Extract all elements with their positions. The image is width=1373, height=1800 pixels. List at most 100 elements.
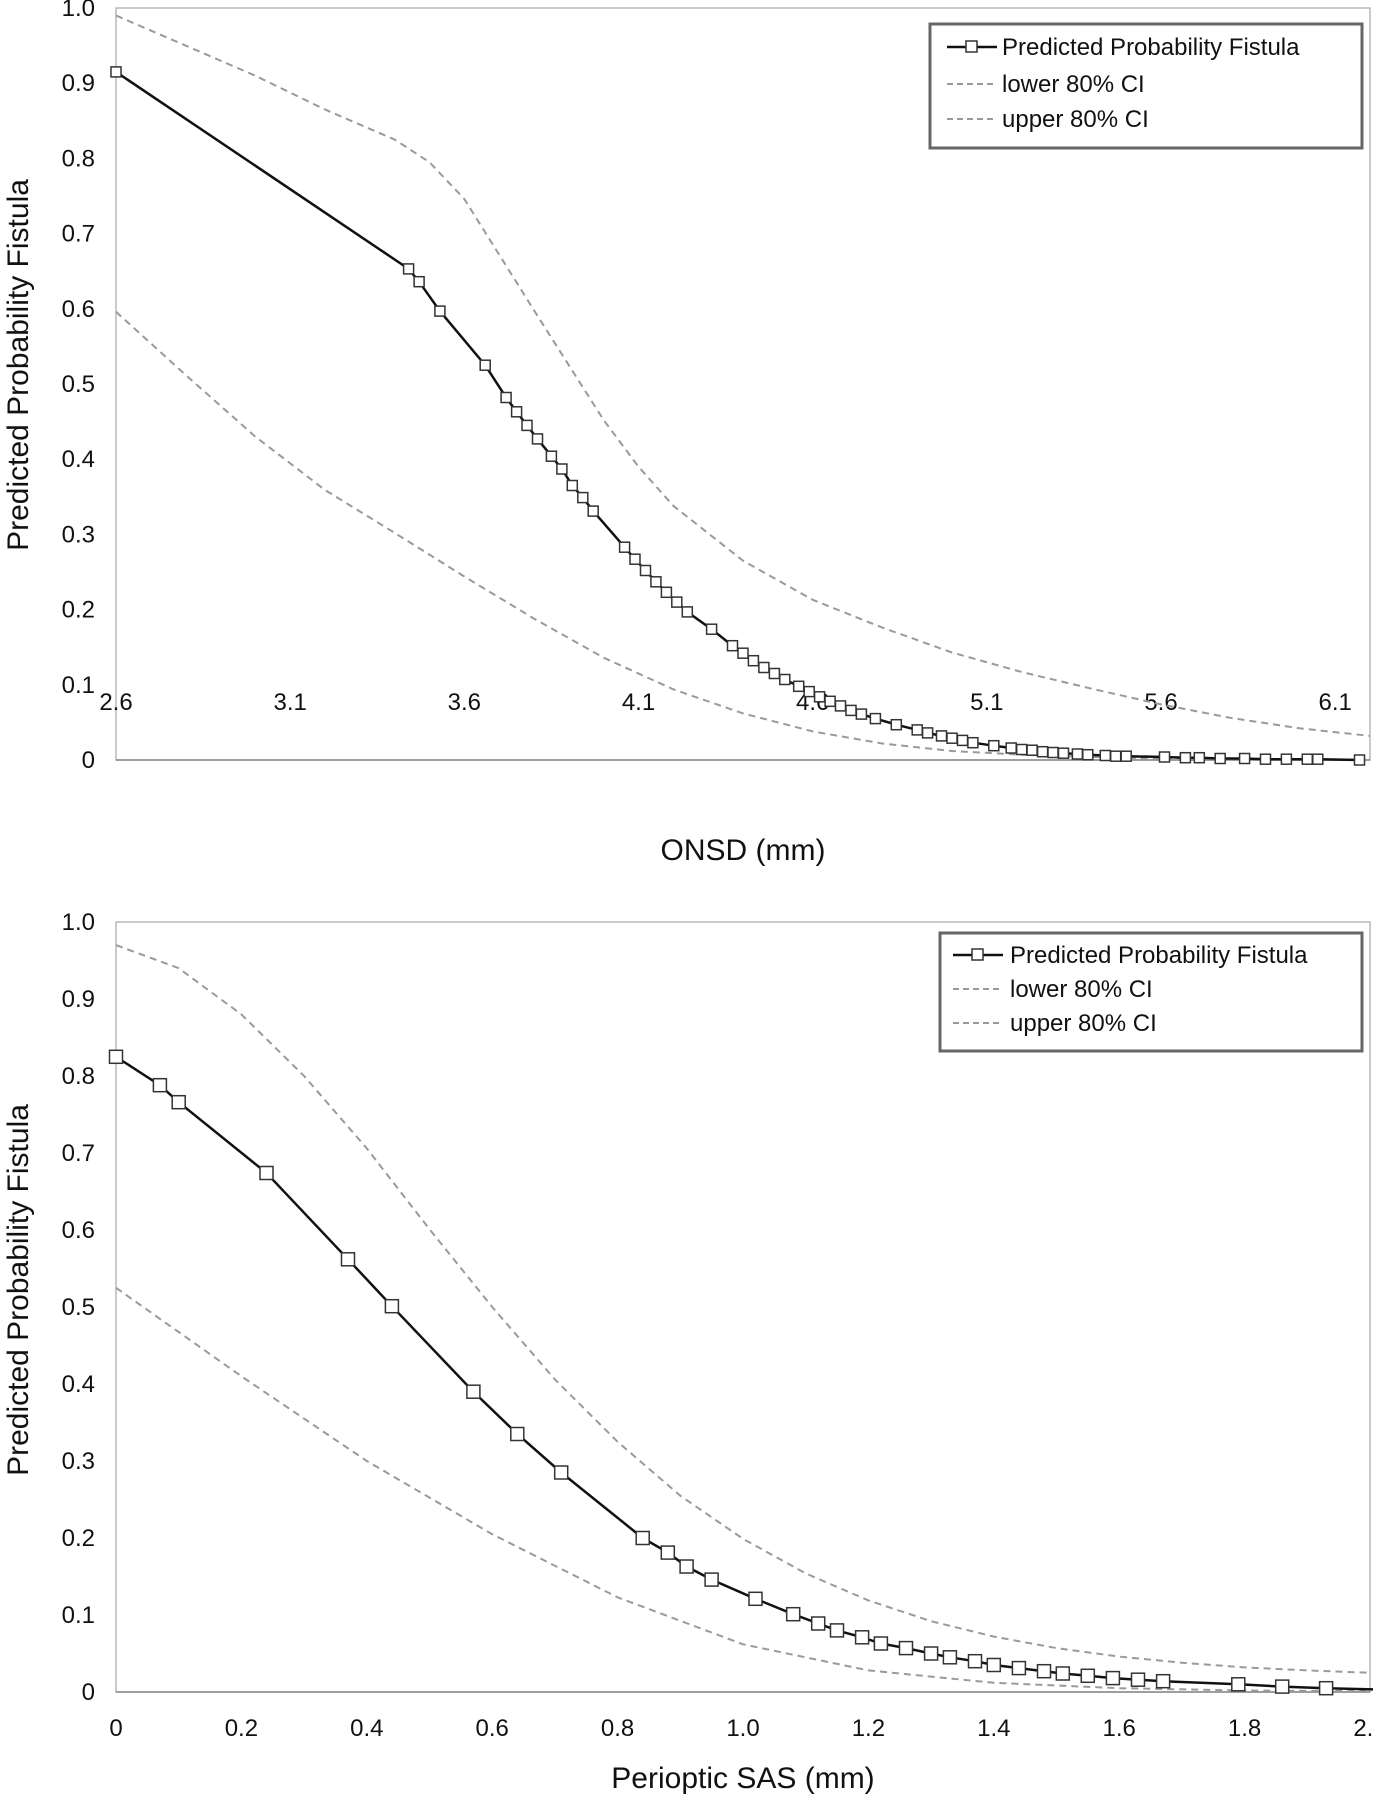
data-point xyxy=(923,1646,939,1661)
y-tick-label: 1.0 xyxy=(62,0,95,22)
data-point xyxy=(1055,1666,1071,1681)
data-point xyxy=(1005,742,1017,754)
legend-label-predicted: Predicted Probability Fistula xyxy=(1010,942,1308,969)
y-tick-label: 0.3 xyxy=(62,1448,95,1475)
data-point xyxy=(1179,751,1192,764)
data-point xyxy=(1280,753,1293,765)
data-point xyxy=(553,1465,569,1480)
data-point xyxy=(748,1591,763,1607)
data-point xyxy=(566,479,579,492)
data-point xyxy=(898,1640,914,1656)
x-tick-label: 1.4 xyxy=(977,1715,1010,1742)
onsd-chart: 0 0.1 0.2 0.3 0.4 0.5 0.6 0.7 0.8 0.9 1.0 2.6 3.1 3.… xyxy=(2,0,1371,867)
legend-label-upper: upper 80% CI xyxy=(1010,1010,1157,1037)
data-point xyxy=(629,553,641,565)
legend: Predicted Probability Fistula lower 80% … xyxy=(938,931,1364,1053)
data-point xyxy=(340,1252,356,1267)
data-point xyxy=(384,1298,400,1314)
data-point xyxy=(779,673,791,686)
legend-box xyxy=(928,22,1364,150)
data-point xyxy=(1312,753,1324,765)
x-axis-label: Perioptic SAS (mm) xyxy=(611,1762,874,1795)
data-point xyxy=(956,734,969,747)
data-point xyxy=(1353,754,1366,766)
data-point xyxy=(942,1650,958,1665)
legend: Predicted Probability Fistula lower 80% … xyxy=(928,22,1364,150)
data-point xyxy=(824,695,836,708)
data-point xyxy=(803,685,815,698)
y-tick-label: 0.3 xyxy=(62,521,95,548)
legend-label-lower: lower 80% CI xyxy=(1002,71,1145,98)
data-point xyxy=(810,1616,826,1631)
data-point xyxy=(1301,753,1314,765)
legend-box xyxy=(938,931,1364,1053)
x-tick-label: 1.0 xyxy=(726,1715,759,1742)
y-tick-label: 0.6 xyxy=(62,1217,95,1244)
data-point xyxy=(1057,747,1070,759)
data-point xyxy=(986,1657,1002,1673)
data-point xyxy=(650,576,662,588)
data-point xyxy=(1015,743,1028,756)
x-tick-label: 5.1 xyxy=(970,689,1003,716)
data-point xyxy=(587,505,599,517)
data-point xyxy=(768,667,781,680)
data-point xyxy=(726,639,739,652)
data-point xyxy=(681,606,694,618)
y-tick-label: 0.5 xyxy=(62,1294,95,1321)
data-point xyxy=(705,623,718,635)
data-point xyxy=(946,732,958,744)
data-point xyxy=(813,691,826,703)
x-tick-label: 0.2 xyxy=(225,1715,258,1742)
data-point xyxy=(1214,752,1226,765)
data-point xyxy=(737,647,749,659)
series-line-lower-ci xyxy=(115,311,1371,761)
data-point xyxy=(1193,751,1206,764)
y-tick-label: 0.2 xyxy=(62,1525,95,1552)
data-point xyxy=(758,661,770,674)
perioptic-sas-chart: 0 0.1 0.2 0.3 0.4 0.5 0.6 0.7 0.8 0.9 1.0 0 0.2 0.4 0… xyxy=(2,909,1373,1795)
data-point xyxy=(510,406,523,418)
data-point xyxy=(1158,751,1171,763)
legend-marker-predicted xyxy=(971,948,984,961)
data-point xyxy=(679,1559,694,1574)
y-tick-label: 0.8 xyxy=(62,1063,95,1090)
data-point xyxy=(1036,745,1049,758)
data-point xyxy=(921,727,934,739)
data-point xyxy=(1318,1680,1334,1696)
data-point xyxy=(911,724,923,736)
data-point xyxy=(747,654,760,667)
data-point xyxy=(967,736,979,749)
data-point xyxy=(108,1049,124,1065)
legend-marker-predicted xyxy=(965,40,978,53)
y-tick-label: 0.9 xyxy=(62,986,95,1013)
legend-label-upper: upper 80% CI xyxy=(1002,106,1149,133)
x-tick-label: 0 xyxy=(109,1715,122,1742)
data-point xyxy=(1026,744,1038,756)
data-point xyxy=(1071,748,1084,760)
y-axis-label: Predicted Probability Fistula xyxy=(2,1104,35,1476)
y-tick-label: 0.7 xyxy=(62,221,95,248)
data-point xyxy=(935,730,948,742)
x-tick-label: 4.1 xyxy=(622,689,655,716)
y-tick-label: 1.0 xyxy=(62,909,95,936)
data-point xyxy=(413,275,425,288)
data-point xyxy=(792,680,805,693)
data-point xyxy=(671,596,683,608)
legend-label-predicted: Predicted Probability Fistula xyxy=(1002,34,1300,61)
data-point xyxy=(635,1530,650,1546)
data-point xyxy=(500,391,512,404)
data-point xyxy=(660,1545,676,1560)
data-point xyxy=(967,1653,983,1669)
data-point xyxy=(545,450,558,462)
x-tick-label: 2.0 xyxy=(1353,1715,1373,1742)
y-tick-label: 0.4 xyxy=(62,1371,95,1398)
data-point xyxy=(845,704,857,717)
data-point xyxy=(1099,749,1112,762)
data-point xyxy=(1155,1673,1171,1689)
data-point xyxy=(660,586,673,599)
data-point xyxy=(1231,1677,1246,1692)
x-tick-label: 2.6 xyxy=(99,689,132,716)
legend-label-lower: lower 80% CI xyxy=(1010,976,1153,1003)
data-point xyxy=(873,1636,889,1651)
x-tick-label: 3.1 xyxy=(273,689,306,716)
